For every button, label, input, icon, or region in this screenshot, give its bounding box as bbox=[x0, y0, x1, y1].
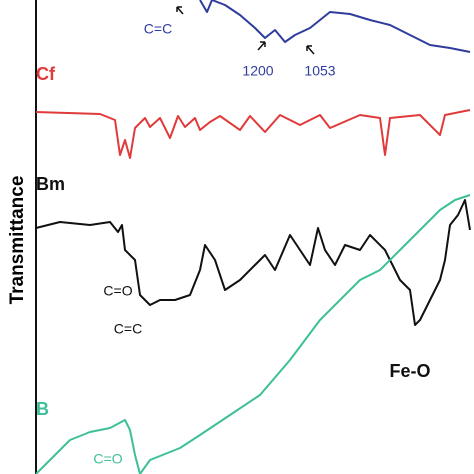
annotation: C=O bbox=[103, 283, 132, 299]
annotation: C=O bbox=[93, 451, 122, 467]
arrow bbox=[176, 6, 184, 15]
series-line bbox=[35, 199, 471, 326]
series-label: B bbox=[36, 399, 49, 419]
annotation: 1200 bbox=[242, 63, 273, 79]
series-label: Cf bbox=[36, 64, 56, 84]
annotation: C=C bbox=[144, 21, 172, 37]
annotation: Fe-O bbox=[389, 361, 430, 381]
annotation: 1053 bbox=[304, 63, 335, 79]
arrow bbox=[306, 45, 315, 55]
series-line bbox=[35, 109, 471, 159]
arrows bbox=[176, 6, 315, 55]
series-line bbox=[199, 0, 471, 53]
arrow bbox=[257, 41, 266, 51]
y-axis-label: Transmittance bbox=[7, 176, 28, 305]
annotation: C=C bbox=[114, 321, 142, 337]
series-label: Bm bbox=[36, 174, 65, 194]
series-line bbox=[35, 194, 471, 474]
